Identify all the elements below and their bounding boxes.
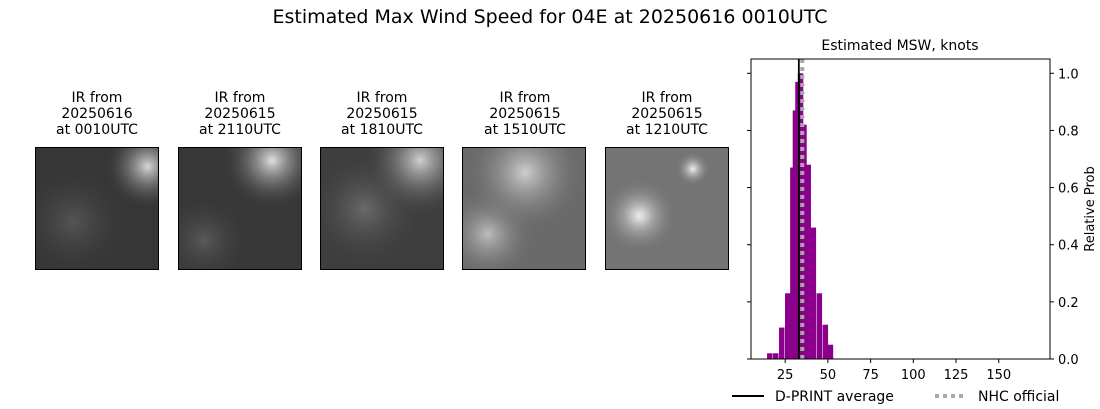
x-tick-label: 50 (820, 368, 837, 383)
chart-title: Estimated MSW, knots (821, 38, 978, 54)
histogram-bar (805, 164, 811, 359)
y-tick-label: 0.2 (1058, 296, 1079, 311)
plot-frame (750, 58, 1051, 360)
legend-label-dprint: D-PRINT average (775, 389, 894, 405)
histogram-bar (801, 124, 807, 360)
y-tick-label: 0.8 (1058, 124, 1079, 139)
ir-satellite-image (35, 147, 159, 270)
y-tick-label: 0.0 (1058, 353, 1079, 368)
histogram-bar (767, 353, 773, 359)
ir-panel-title: IR from 20250615 at 1510UTC (484, 90, 566, 138)
ir-panel-title: IR from 20250615 at 1210UTC (626, 90, 708, 138)
y-tick-label: 0.4 (1058, 239, 1079, 254)
histogram-bar (822, 324, 829, 359)
histogram-bar (797, 73, 804, 359)
x-tick-label: 100 (901, 368, 926, 383)
histogram-bar (785, 293, 791, 359)
histogram-bar (827, 344, 834, 359)
figure-title: Estimated Max Wind Speed for 04E at 2025… (272, 6, 828, 28)
ir-satellite-image (178, 147, 302, 270)
x-tick-label: 75 (862, 368, 879, 383)
histogram-bar (773, 353, 779, 359)
histogram-bar (810, 227, 817, 359)
ir-panel-title: IR from 20250615 at 2110UTC (199, 90, 281, 138)
x-tick-label: 125 (944, 368, 969, 383)
histogram-bar (779, 327, 785, 359)
x-tick-label: 150 (986, 368, 1011, 383)
x-tick-label: 25 (777, 368, 794, 383)
ir-satellite-image (320, 147, 444, 270)
ir-panel-title: IR from 20250616 at 0010UTC (56, 90, 138, 138)
legend: D-PRINT average NHC official (732, 389, 1059, 405)
ir-satellite-image (462, 147, 586, 270)
y-axis-label: Relative Prob (1083, 166, 1098, 251)
legend-label-nhc: NHC official (978, 389, 1059, 405)
y-tick-label: 1.0 (1058, 67, 1079, 82)
ir-panel-title: IR from 20250615 at 1810UTC (341, 90, 423, 138)
histogram-bar (816, 293, 823, 359)
y-tick-label: 0.6 (1058, 182, 1079, 197)
ir-satellite-image (605, 147, 729, 270)
